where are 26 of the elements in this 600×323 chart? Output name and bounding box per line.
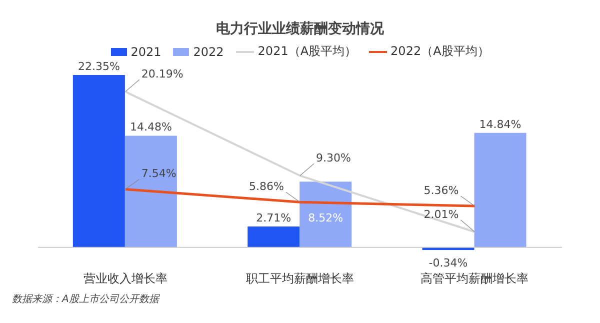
data-label: 2.71%: [256, 211, 292, 224]
data-label: 5.36%: [424, 184, 459, 198]
chart-title: 电力行业业绩薪酬变动情况: [215, 20, 385, 38]
bar: [474, 132, 526, 248]
legend-label: 2022（A股平均）: [390, 43, 490, 60]
data-label: 5.86%: [249, 180, 284, 194]
data-label: 8.52%: [308, 212, 344, 225]
legend-label: 2022: [193, 44, 224, 58]
bar: [248, 226, 300, 248]
legend-label: 2021: [130, 44, 162, 58]
data-label: 22.35%: [78, 60, 120, 73]
data-label: 7.54%: [141, 167, 176, 180]
data-label: 20.19%: [141, 68, 184, 81]
bar: [300, 182, 352, 248]
data-label: 2.01%: [424, 208, 459, 221]
bar: [124, 136, 177, 248]
bar: [72, 75, 125, 248]
data-label: 14.48%: [130, 120, 172, 134]
x-tick-label: 职工平均薪酬增长率: [246, 272, 354, 286]
x-tick-label: 营业收入增长率: [83, 272, 168, 286]
data-label: 14.84%: [479, 118, 522, 131]
source-note: 数据来源：A股上市公司公开数据: [12, 292, 161, 306]
x-tick-label: 高管平均薪酬增长率: [420, 272, 529, 286]
data-label: 9.30%: [316, 152, 351, 165]
legend-label: 2021（A股平均）: [258, 43, 357, 60]
data-label: -0.34%: [428, 256, 468, 270]
